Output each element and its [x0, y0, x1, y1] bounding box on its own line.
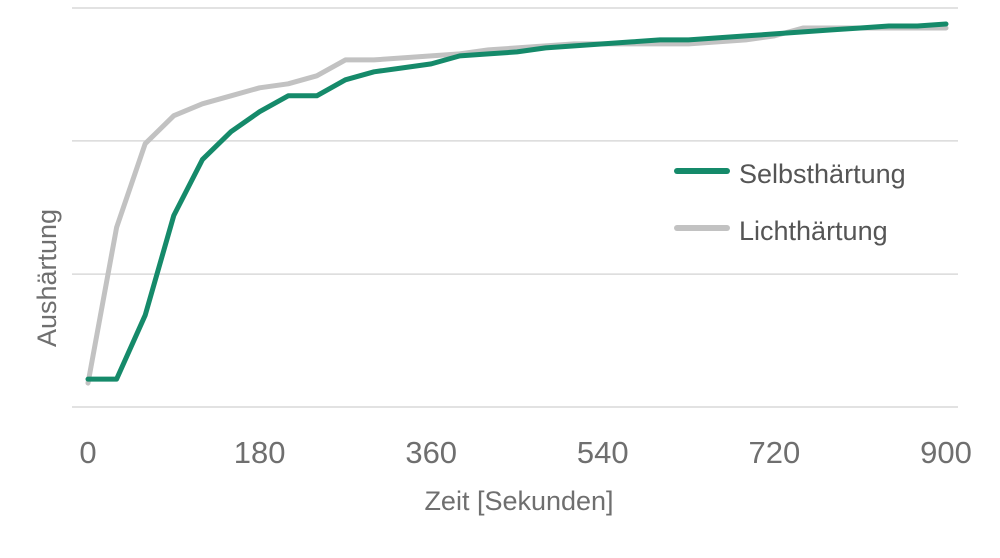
x-tick-label-540: 540	[577, 435, 629, 470]
legend: Selbsthärtung Lichthärtung	[674, 159, 906, 246]
series-line-lichthartung	[85, 25, 949, 386]
x-tick-label-900: 900	[920, 435, 972, 470]
legend-label-selbsthartung: Selbsthärtung	[739, 159, 906, 189]
x-tick-label-0: 0	[79, 435, 96, 470]
y-axis-title: Aushärtung	[32, 209, 62, 347]
series-layer	[85, 21, 949, 386]
x-axis-title: Zeit [Sekunden]	[424, 486, 613, 516]
x-tick-label-360: 360	[405, 435, 457, 470]
x-tick-label-180: 180	[234, 435, 286, 470]
x-tick-label-720: 720	[749, 435, 801, 470]
series-line-selbsthartung	[85, 21, 949, 382]
gridlines	[72, 7, 958, 408]
x-tick-labels: 0 180 360 540 720 900	[79, 435, 971, 470]
legend-label-lichthartung: Lichthärtung	[739, 216, 888, 246]
